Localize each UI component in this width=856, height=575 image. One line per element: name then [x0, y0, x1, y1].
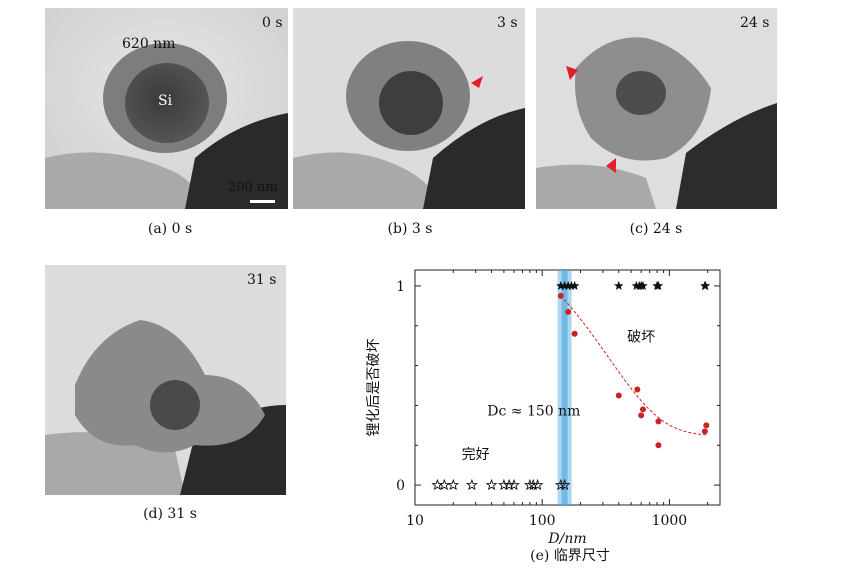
fractured-star-point	[653, 280, 664, 290]
timestamp-b: 3 s	[497, 15, 518, 31]
data-dot	[557, 292, 564, 299]
intact-star-point	[447, 478, 460, 491]
data-dot	[634, 386, 641, 393]
arrow-marker-b	[471, 76, 483, 88]
y-axis-label: 锂化后是否破坏	[366, 339, 382, 437]
intact-star-point	[531, 478, 544, 491]
intact-star-point	[438, 478, 451, 491]
data-dot	[571, 330, 578, 337]
intact-star-point	[497, 478, 510, 491]
x-axis-label: D/nm	[547, 531, 586, 545]
intact-star-point	[485, 478, 498, 491]
y-tick-label: 0	[396, 478, 405, 494]
fractured-star-point	[700, 280, 711, 290]
timestamp-d: 31 s	[247, 272, 277, 288]
fractured-star-point	[559, 280, 570, 290]
y-tick-label: 1	[396, 279, 405, 295]
data-dot	[638, 412, 645, 419]
tem-image-c	[536, 8, 777, 209]
timestamp-a: 0 s	[262, 15, 283, 31]
data-dot	[639, 406, 646, 413]
x-tick-label: 1000	[652, 513, 688, 529]
intact-star-point	[465, 478, 478, 491]
tem-image-a	[45, 8, 288, 209]
fractured-star-point	[569, 280, 580, 290]
tem-image-b	[293, 8, 525, 209]
fractured-star-point	[614, 280, 624, 290]
caption-c: (c) 24 s	[629, 221, 683, 237]
arrow-marker-c1	[566, 66, 578, 80]
fit-curve	[560, 295, 707, 436]
caption-a: (a) 0 s	[147, 221, 193, 237]
data-dot	[703, 422, 710, 429]
tem-image-d	[45, 265, 286, 495]
fractured-star-point	[638, 280, 648, 290]
x-tick-label: 100	[529, 513, 556, 529]
arrow-marker-c2	[606, 158, 616, 173]
timestamp-c: 24 s	[740, 15, 770, 31]
si-core-label: Si	[158, 93, 173, 109]
scale-bar-label: 200 nm	[228, 180, 278, 195]
region-label-intact: 完好	[462, 447, 490, 463]
critical-size-label: Dc ≈ 150 nm	[487, 403, 580, 419]
caption-b: (b) 3 s	[387, 221, 433, 237]
chart-caption: (e) 临界尺寸	[530, 548, 610, 564]
data-dot	[655, 442, 662, 449]
critical-band-core	[561, 270, 568, 505]
data-dot	[565, 308, 572, 315]
data-dot	[615, 392, 622, 399]
data-dot	[655, 418, 662, 425]
intact-star-point	[558, 478, 571, 491]
region-label-fractured: 破坏	[627, 330, 655, 346]
caption-d: (d) 31 s	[143, 506, 197, 522]
x-tick-label: 10	[406, 513, 424, 529]
fractured-star-point	[556, 280, 566, 290]
intact-star-point	[507, 478, 520, 491]
data-dot	[701, 428, 708, 435]
diameter-label: 620 nm	[122, 36, 176, 52]
intact-star-point	[554, 478, 567, 491]
